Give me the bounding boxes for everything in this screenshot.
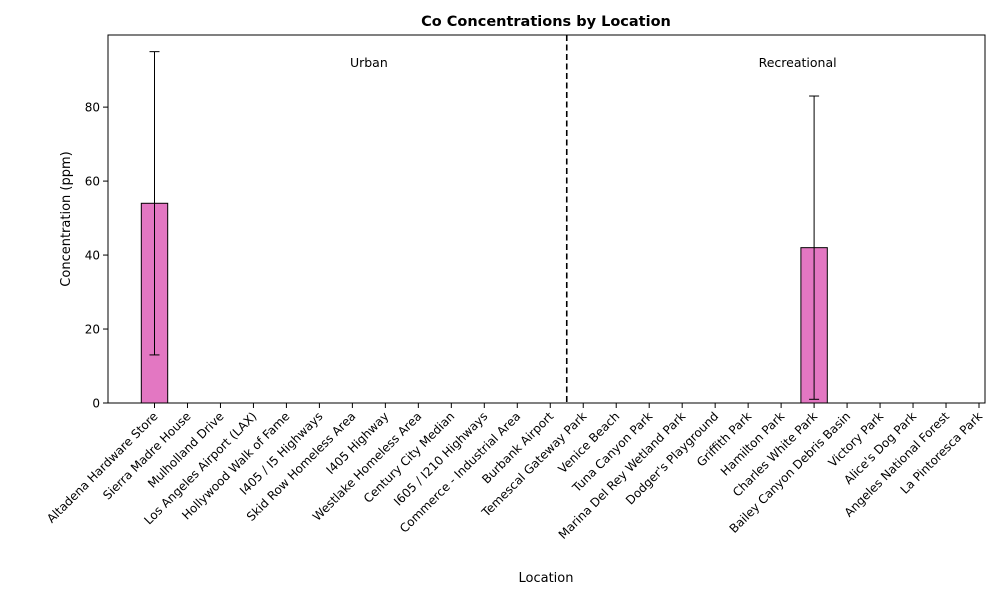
y-tick-label: 0 xyxy=(92,397,100,411)
y-tick-label: 60 xyxy=(85,175,100,189)
x-tick-label: Bailey Canyon Debris Basin xyxy=(727,409,854,536)
y-tick-label: 80 xyxy=(85,101,100,115)
y-tick-label: 40 xyxy=(85,249,100,263)
y-tick-label: 20 xyxy=(85,323,100,337)
plot-area: Urban Recreational xyxy=(140,35,837,404)
x-axis-title: Location xyxy=(519,571,574,586)
axes-frame xyxy=(107,34,986,404)
y-axis-title: Concentration (ppm) xyxy=(59,151,74,286)
annotation-recreational: Recreational xyxy=(759,55,837,70)
annotation-urban: Urban xyxy=(350,55,388,70)
chart-title: Co Concentrations by Location xyxy=(421,14,671,30)
